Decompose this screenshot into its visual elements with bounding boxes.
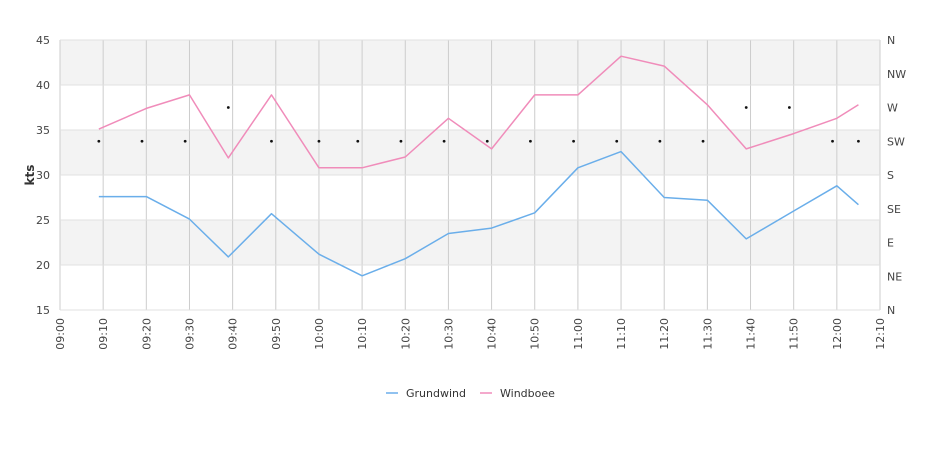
direction-tick-label: NW	[887, 68, 906, 81]
direction-tick-label: NE	[887, 270, 902, 283]
x-axis-ticks: 09:00 09:10 09:20 09:30 09:40 09:50 10:00 10:10…	[54, 318, 887, 350]
direction-tick-label: W	[887, 102, 898, 115]
horizontal-gridlines	[60, 39, 880, 311]
x-tick-label: 12:00	[831, 318, 844, 350]
direction-marker	[183, 139, 187, 143]
x-tick-label: 10:20	[399, 318, 412, 350]
y-tick-label: 40	[36, 79, 50, 92]
legend: Grundwind Windboee	[386, 387, 555, 400]
y-axis-label: kts	[23, 165, 37, 186]
x-tick-label: 09:50	[270, 318, 283, 350]
x-tick-label: 11:20	[658, 318, 671, 350]
x-tick-label: 11:10	[615, 318, 628, 350]
direction-marker	[485, 139, 489, 143]
direction-marker	[140, 139, 144, 143]
x-tick-label: 11:30	[701, 318, 714, 350]
direction-marker	[572, 139, 575, 143]
y-tick-label: 15	[36, 304, 50, 317]
y-axis-ticks: 15 20 25 30 35 40 45	[36, 34, 50, 317]
direction-marker	[529, 139, 532, 143]
x-tick-label: 09:10	[97, 318, 110, 350]
direction-marker	[399, 139, 403, 143]
x-tick-label: 10:10	[356, 318, 369, 350]
direction-tick-label: SW	[887, 135, 905, 148]
x-tick-label: 09:20	[140, 318, 153, 350]
direction-marker	[701, 139, 705, 143]
direction-marker	[442, 139, 446, 143]
x-tick-label: 09:40	[227, 318, 240, 350]
grid-band	[60, 130, 880, 175]
direction-marker	[317, 139, 321, 143]
direction-marker	[744, 106, 748, 109]
background-bands	[60, 40, 880, 265]
legend-label: Grundwind	[406, 387, 466, 400]
direction-marker	[787, 106, 791, 109]
y-tick-label: 45	[36, 34, 50, 47]
series-line-grundwind	[98, 150, 859, 277]
grid-band	[60, 220, 880, 265]
x-tick-label: 09:30	[183, 318, 196, 350]
x-tick-label: 11:50	[788, 318, 801, 350]
x-tick-label: 11:00	[572, 318, 585, 350]
x-tick-label: 10:00	[313, 318, 326, 350]
direction-tick-label: N	[887, 304, 895, 317]
direction-marker	[831, 139, 834, 143]
direction-marker	[270, 139, 273, 143]
series-lines	[98, 55, 859, 277]
grid-band	[60, 40, 880, 85]
direction-tick-label: SE	[887, 203, 901, 216]
y-tick-label: 30	[36, 169, 50, 182]
direction-marker	[226, 106, 230, 109]
direction-axis-ticks: N NW W SW S SE E NE N	[887, 34, 906, 317]
direction-tick-label: S	[887, 169, 894, 182]
x-tick-label: 09:00	[54, 318, 67, 350]
x-tick-label: 11:40	[745, 318, 758, 350]
direction-tick-label: E	[887, 237, 894, 250]
direction-marker	[97, 139, 101, 143]
x-tick-label: 10:40	[486, 318, 499, 350]
direction-marker	[356, 139, 360, 143]
y-tick-label: 20	[36, 259, 50, 272]
direction-marker	[615, 139, 619, 143]
direction-marker	[857, 139, 860, 143]
x-tick-label: 12:10	[874, 318, 887, 350]
x-tick-label: 10:50	[529, 318, 542, 350]
x-tick-label: 10:30	[442, 318, 455, 350]
y-tick-label: 35	[36, 124, 50, 137]
series-line-windboee	[98, 55, 859, 169]
direction-markers	[97, 106, 860, 143]
direction-tick-label: N	[887, 34, 895, 47]
y-tick-label: 25	[36, 214, 50, 227]
direction-marker	[658, 139, 662, 143]
legend-label: Windboee	[500, 387, 555, 400]
